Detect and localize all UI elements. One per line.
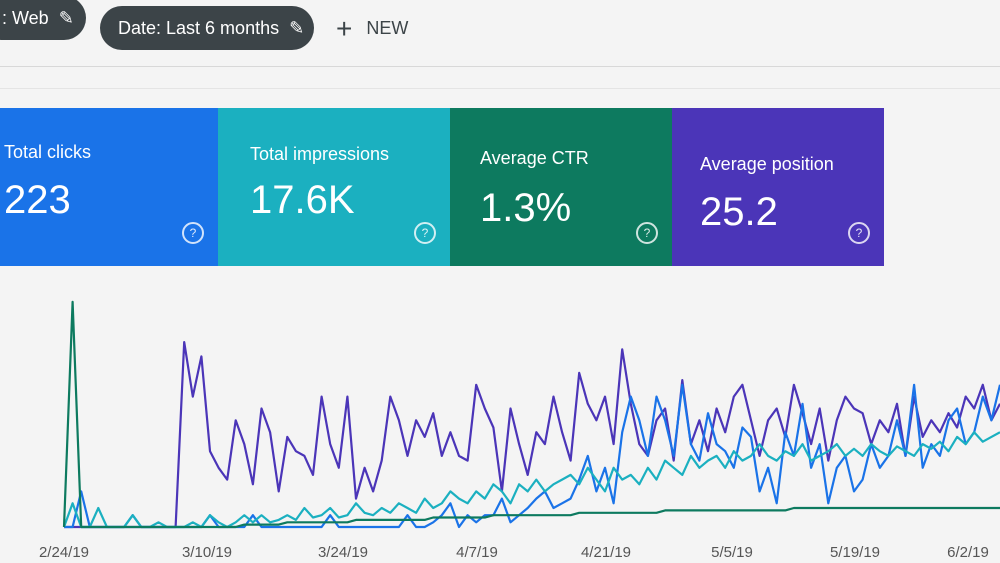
date-filter-label: Date: Last 6 months: [118, 17, 280, 38]
toolbar-divider: [0, 66, 1000, 67]
date-filter-chip[interactable]: Date: Last 6 months ✎: [100, 6, 314, 50]
series-line-0: [64, 340, 1000, 529]
series-line-3: [62, 300, 1000, 529]
card-label: Total clicks: [4, 142, 92, 162]
x-tick-label: 4/21/19: [581, 544, 631, 561]
help-icon[interactable]: ?: [636, 222, 658, 244]
card-value: 17.6K: [250, 178, 355, 222]
filter-toolbar: : Web ✎ Date: Last 6 months ✎ + NEW: [0, 0, 1000, 66]
new-filter-label: NEW: [366, 18, 409, 38]
x-tick-label: 3/24/19: [318, 544, 368, 561]
search-type-filter-chip[interactable]: : Web ✎: [0, 0, 86, 40]
total-impressions-card[interactable]: Total impressions 17.6K ?: [218, 108, 450, 266]
x-tick-label: 6/2/19: [947, 544, 989, 561]
pencil-icon[interactable]: ✎: [58, 7, 74, 28]
help-icon[interactable]: ?: [414, 222, 436, 244]
x-tick-label: 2/24/19: [39, 544, 89, 561]
metric-cards: Total clicks 223 ? Total impressions 17.…: [0, 108, 884, 266]
card-label: Total impressions: [250, 144, 390, 164]
average-position-card[interactable]: Average position 25.2 ?: [672, 108, 884, 266]
card-label: Average position: [700, 154, 834, 174]
card-value: 223: [4, 178, 71, 222]
x-tick-label: 3/10/19: [182, 544, 232, 561]
plus-icon: +: [336, 12, 353, 44]
search-type-label: : Web: [2, 7, 49, 28]
total-clicks-card[interactable]: Total clicks 223 ?: [0, 108, 218, 266]
pencil-icon[interactable]: ✎: [289, 17, 305, 38]
average-ctr-card[interactable]: Average CTR 1.3% ?: [450, 108, 672, 266]
x-tick-label: 5/19/19: [830, 544, 880, 561]
section-divider: [0, 88, 1000, 89]
card-value: 1.3%: [480, 186, 572, 230]
series-line-2: [62, 431, 1000, 529]
x-tick-label: 5/5/19: [711, 544, 753, 561]
performance-line-chart: 2/24/19 3/10/19 3/24/19 4/7/19 4/21/19 5/5/19…: [39, 300, 1000, 561]
card-label: Average CTR: [480, 148, 589, 168]
help-icon[interactable]: ?: [848, 222, 870, 244]
card-value: 25.2: [700, 190, 778, 234]
new-filter-button[interactable]: + NEW: [336, 12, 409, 44]
help-icon[interactable]: ?: [182, 222, 204, 244]
x-tick-label: 4/7/19: [456, 544, 498, 561]
